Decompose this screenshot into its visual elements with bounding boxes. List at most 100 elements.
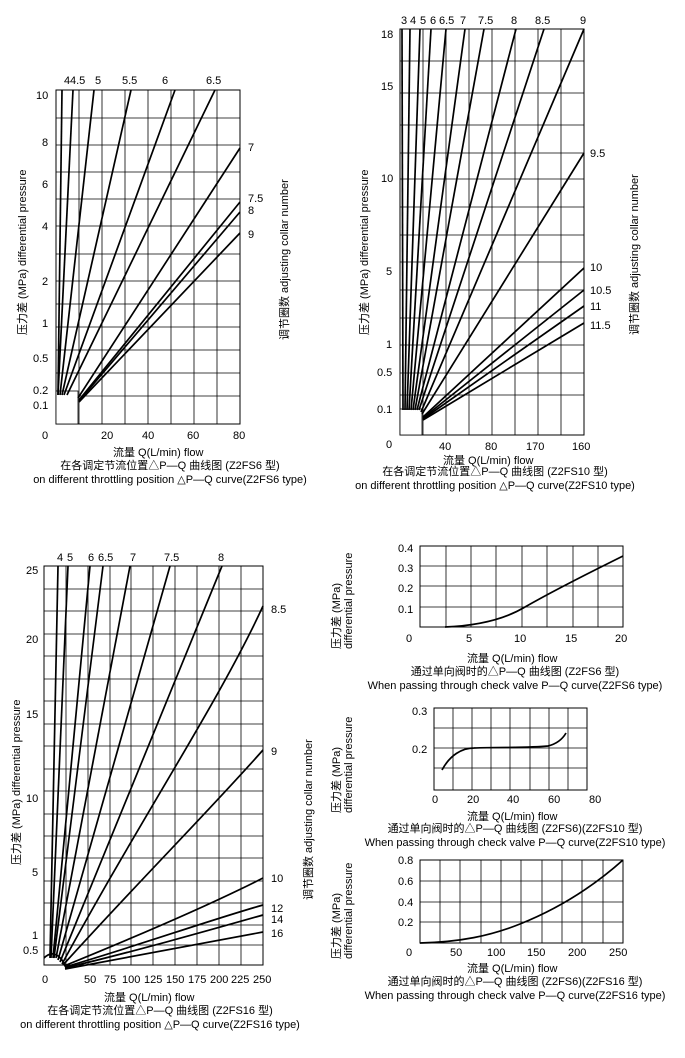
svg-text:5.5: 5.5 bbox=[122, 75, 137, 87]
svg-text:10: 10 bbox=[514, 633, 526, 645]
chart6-title-cn: 通过单向阀时的△P—Q 曲线图 (Z2FS6)(Z2FS16 型) bbox=[387, 976, 643, 988]
curve-5 bbox=[406, 28, 421, 411]
svg-text:0.4: 0.4 bbox=[398, 543, 413, 555]
chart2-curves bbox=[401, 28, 585, 421]
curve-7-5 bbox=[57, 565, 171, 961]
svg-text:20: 20 bbox=[467, 794, 479, 806]
svg-text:10.5: 10.5 bbox=[590, 285, 611, 297]
svg-text:20: 20 bbox=[101, 430, 113, 442]
svg-text:175: 175 bbox=[188, 974, 206, 986]
svg-text:0.1: 0.1 bbox=[33, 400, 48, 412]
chart6-title-en: When passing through check valve P—Q cur… bbox=[364, 990, 666, 1002]
curve-6 bbox=[408, 28, 432, 411]
curve-8 bbox=[78, 211, 241, 402]
svg-text:0.1: 0.1 bbox=[398, 604, 413, 616]
svg-text:6: 6 bbox=[162, 75, 168, 87]
svg-text:0: 0 bbox=[432, 794, 438, 806]
svg-text:7.5: 7.5 bbox=[248, 193, 263, 205]
chart5-x-axis-title: 流量 Q(L/min) flow bbox=[467, 809, 558, 823]
chart6-grid bbox=[419, 859, 624, 944]
curve-7 bbox=[55, 565, 131, 959]
curve-7-5 bbox=[78, 201, 241, 401]
curve-6-5 bbox=[53, 565, 104, 959]
chart2-grid bbox=[399, 28, 585, 436]
chart3-title-en: on different throttling position △P—Q cu… bbox=[20, 1019, 300, 1031]
curve-16 bbox=[64, 931, 264, 970]
curve-11 bbox=[422, 305, 585, 420]
svg-text:4: 4 bbox=[42, 221, 48, 233]
chart4-title-cn: 通过单向阀时的△P—Q 曲线图 (Z2FS6 型) bbox=[410, 666, 620, 678]
curve-10 bbox=[63, 877, 264, 967]
svg-text:9: 9 bbox=[248, 229, 254, 241]
chart3-x-ticks: 0 50 75 100 125 150 175 200 225 250 bbox=[42, 974, 271, 986]
svg-text:200: 200 bbox=[568, 947, 586, 959]
svg-text:250: 250 bbox=[253, 974, 271, 986]
svg-text:9: 9 bbox=[580, 15, 586, 27]
chart5-x-ticks: 0 20 40 60 80 bbox=[432, 794, 601, 806]
svg-text:8.5: 8.5 bbox=[271, 604, 286, 616]
svg-text:80: 80 bbox=[233, 430, 245, 442]
curve-10-5 bbox=[422, 289, 585, 419]
chart3-title-cn: 在各调定节流位置△P—Q 曲线图 (Z2FS16 型) bbox=[47, 1005, 273, 1017]
svg-text:8: 8 bbox=[511, 15, 517, 27]
svg-text:5: 5 bbox=[420, 15, 426, 27]
svg-text:9: 9 bbox=[271, 746, 277, 758]
chart1-x-axis-title: 流量 Q(L/min) flow bbox=[113, 445, 204, 459]
chart3-right-axis-title: 调节圈数 adjusting collar number bbox=[302, 739, 315, 900]
svg-text:0.6: 0.6 bbox=[398, 876, 413, 888]
svg-text:40: 40 bbox=[439, 441, 451, 453]
chart3-curves bbox=[43, 565, 264, 970]
svg-text:0.2: 0.2 bbox=[398, 583, 413, 595]
curve-8 bbox=[59, 565, 223, 963]
svg-text:2: 2 bbox=[42, 276, 48, 288]
svg-text:0.5: 0.5 bbox=[23, 945, 38, 957]
svg-text:20: 20 bbox=[26, 634, 38, 646]
svg-text:0.8: 0.8 bbox=[398, 855, 413, 867]
svg-text:5: 5 bbox=[95, 75, 101, 87]
chart5-caption: 通过单向阀时的△P—Q 曲线图 (Z2FS6)(Z2FS10 型) When p… bbox=[360, 822, 670, 850]
chart2-title-en: on different throttling position △P—Q cu… bbox=[355, 480, 635, 492]
chart1-curve-labels: 4 4.5 5 5.5 6 6.5 7 7.5 8 9 bbox=[64, 75, 263, 241]
svg-text:0.1: 0.1 bbox=[377, 404, 392, 416]
svg-text:0.2: 0.2 bbox=[33, 385, 48, 397]
svg-text:100: 100 bbox=[487, 947, 505, 959]
svg-text:125: 125 bbox=[144, 974, 162, 986]
svg-text:10: 10 bbox=[36, 90, 48, 102]
svg-text:4: 4 bbox=[410, 15, 416, 27]
svg-text:60: 60 bbox=[187, 430, 199, 442]
curve-6 bbox=[63, 89, 176, 396]
svg-text:1: 1 bbox=[42, 318, 48, 330]
svg-text:0.2: 0.2 bbox=[412, 744, 427, 756]
svg-text:0.5: 0.5 bbox=[377, 367, 392, 379]
svg-text:50: 50 bbox=[450, 947, 462, 959]
chart2-x-ticks: 40 80 170 160 bbox=[439, 441, 590, 453]
curve-8-5 bbox=[418, 28, 545, 411]
svg-text:15: 15 bbox=[381, 81, 393, 93]
svg-text:8: 8 bbox=[248, 205, 254, 217]
svg-text:7: 7 bbox=[130, 552, 136, 564]
svg-text:7: 7 bbox=[248, 142, 254, 154]
svg-text:3: 3 bbox=[401, 15, 407, 27]
curve-6 bbox=[52, 565, 91, 959]
svg-text:0.5: 0.5 bbox=[33, 353, 48, 365]
svg-text:12: 12 bbox=[271, 903, 283, 915]
svg-text:8.5: 8.5 bbox=[535, 15, 550, 27]
svg-text:16: 16 bbox=[271, 928, 283, 940]
chart1-y-axis-title: 压力差 (MPa) differential pressure bbox=[15, 170, 29, 335]
chart4-x-ticks: 0 5 10 15 20 bbox=[406, 633, 627, 645]
chart6-caption: 通过单向阀时的△P—Q 曲线图 (Z2FS6)(Z2FS16 型) When p… bbox=[360, 975, 670, 1003]
chart3-grid bbox=[43, 565, 264, 966]
chart4-y-axis-title-en: differential pressure bbox=[343, 553, 355, 649]
svg-text:10: 10 bbox=[26, 793, 38, 805]
svg-text:100: 100 bbox=[122, 974, 140, 986]
svg-text:75: 75 bbox=[104, 974, 116, 986]
svg-text:4.5: 4.5 bbox=[70, 75, 85, 87]
svg-text:10: 10 bbox=[271, 873, 283, 885]
curve-4 bbox=[49, 565, 59, 959]
chart4-title-en: When passing through check valve P—Q cur… bbox=[367, 680, 663, 692]
curve-4 bbox=[404, 28, 411, 411]
